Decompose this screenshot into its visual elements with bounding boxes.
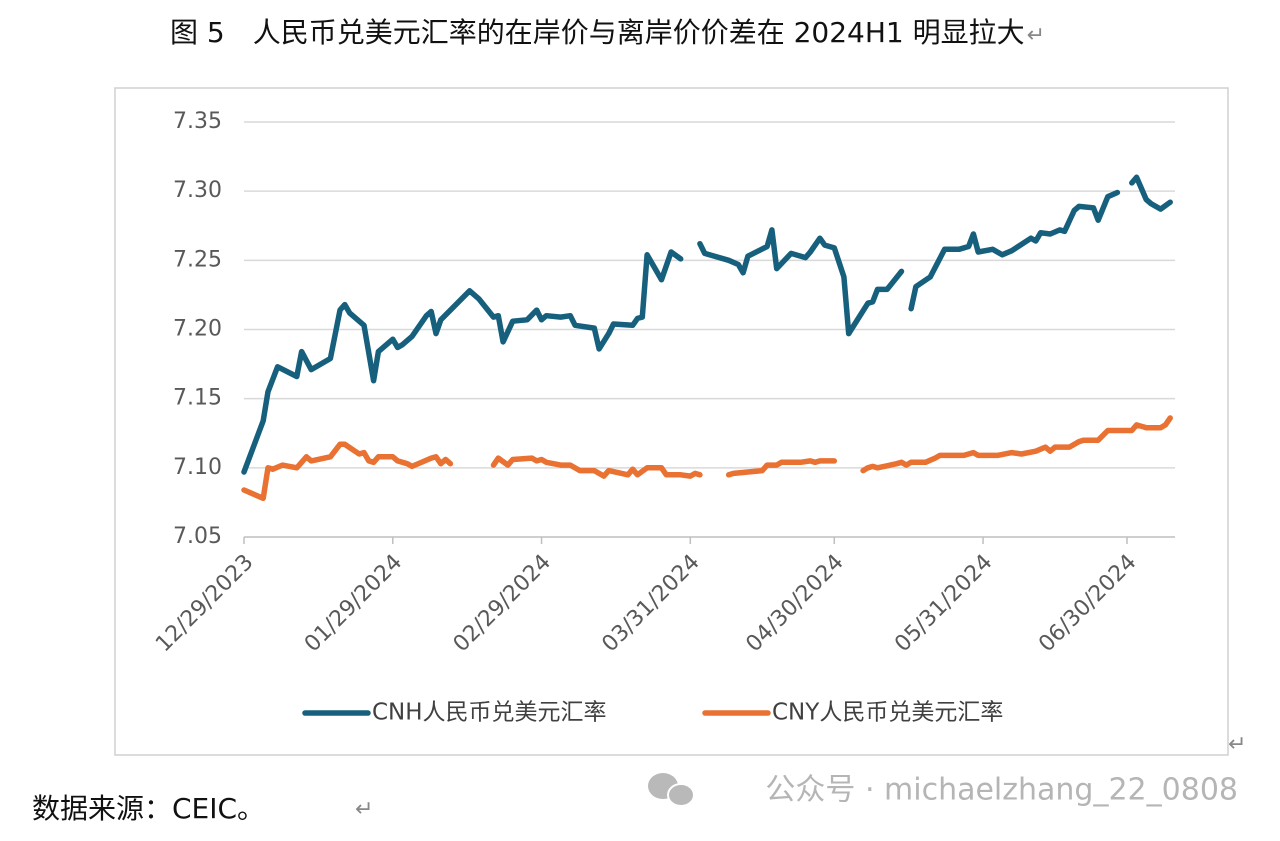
y-tick-label: 7.05 xyxy=(173,524,222,549)
legend-label: CNY人民币兑美元汇率 xyxy=(772,700,1003,726)
watermark-icon xyxy=(648,773,695,807)
legend-label: CNH人民币兑美元汇率 xyxy=(372,700,607,726)
series-line xyxy=(241,174,1173,475)
paragraph-mark: ↵ xyxy=(355,797,373,822)
source: 数据来源：CEIC。 xyxy=(32,792,265,825)
chart-frame xyxy=(114,87,1229,756)
series-line xyxy=(241,415,1173,502)
caption: 图 5 人民币兑美元汇率的在岸价与离岸价价差在 2024H1 明显拉大 xyxy=(170,16,1025,49)
paragraph-mark: ↵ xyxy=(1027,23,1045,48)
y-tick-label: 7.30 xyxy=(173,178,222,203)
y-tick-label: 7.25 xyxy=(173,247,222,272)
paragraph-mark: ↵ xyxy=(1228,732,1246,757)
y-tick-label: 7.20 xyxy=(173,317,222,342)
y-tick-label: 7.35 xyxy=(173,109,222,134)
watermark: 公众号 · michaelzhang_22_0808 xyxy=(765,773,1238,808)
y-tick-label: 7.15 xyxy=(173,386,222,411)
y-tick-label: 7.10 xyxy=(173,455,222,480)
